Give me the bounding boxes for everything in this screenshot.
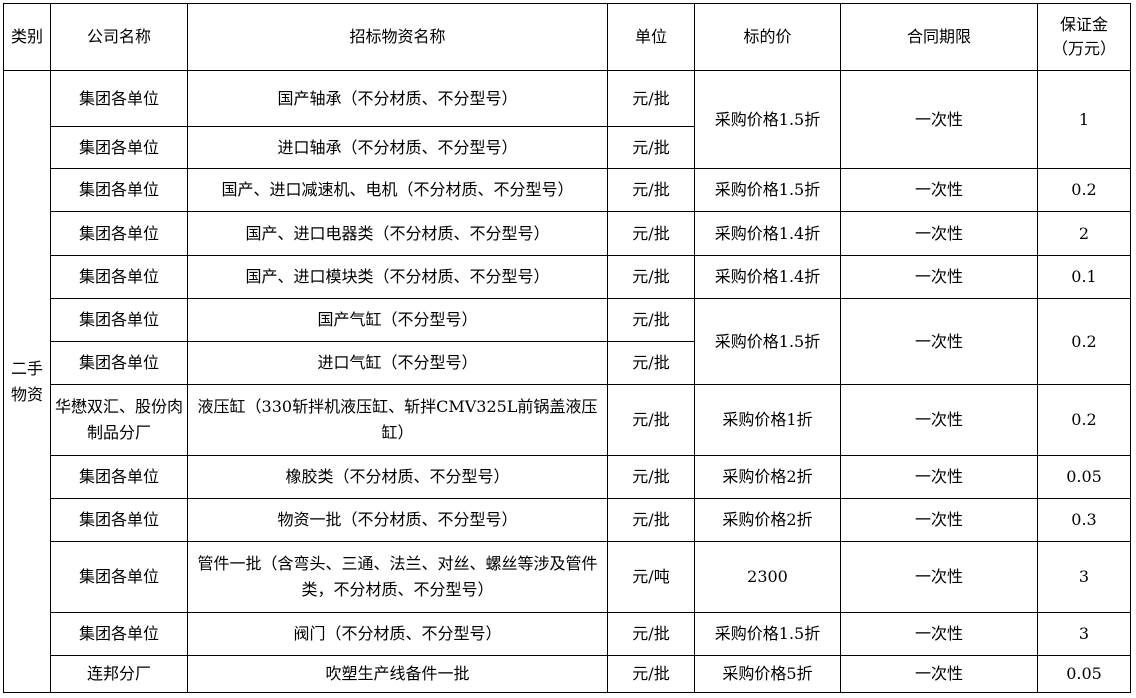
header-company: 公司名称	[50, 3, 188, 71]
header-unit: 单位	[607, 3, 695, 71]
unit-cell: 元/批	[607, 211, 695, 256]
company-cell: 华懋双汇、股份肉制品分厂	[50, 384, 188, 456]
deposit-cell: 0.1	[1037, 255, 1131, 299]
table-row: 华懋双汇、股份肉制品分厂 液压缸（330斩拌机液压缸、斩拌CMV325L前锅盖液压…	[4, 384, 1131, 456]
company-cell: 连邦分厂	[50, 655, 188, 693]
header-item: 招标物资名称	[187, 3, 608, 71]
unit-cell: 元/批	[607, 655, 695, 693]
deposit-cell: 0.2	[1037, 384, 1131, 456]
company-cell: 集团各单位	[50, 455, 188, 499]
price-cell: 采购价格1.5折	[694, 70, 841, 169]
item-cell: 液压缸（330斩拌机液压缸、斩拌CMV325L前锅盖液压缸）	[187, 384, 608, 456]
unit-cell: 元/批	[607, 168, 695, 212]
deposit-cell: 0.2	[1037, 298, 1131, 385]
price-cell: 采购价格1折	[694, 384, 841, 456]
term-cell: 一次性	[840, 655, 1038, 693]
table-row: 集团各单位 进口轴承（不分材质、不分型号） 元/批	[4, 126, 1131, 169]
deposit-cell: 0.05	[1037, 455, 1131, 499]
table-row: 集团各单位 国产、进口模块类（不分材质、不分型号） 元/批 采购价格1.4折 一次性 0.…	[4, 255, 1131, 299]
item-cell: 阀门（不分材质、不分型号）	[187, 612, 608, 656]
term-cell: 一次性	[840, 211, 1038, 256]
bid-table: 类别 公司名称 招标物资名称 单位 标的价 合同期限 保证金（万元） 二手物资集…	[3, 3, 1131, 693]
price-cell: 采购价格1.4折	[694, 211, 841, 256]
unit-cell: 元/批	[607, 298, 695, 342]
item-cell: 进口轴承（不分材质、不分型号）	[187, 126, 608, 169]
term-cell: 一次性	[840, 612, 1038, 656]
company-cell: 集团各单位	[50, 70, 188, 127]
header-row: 类别 公司名称 招标物资名称 单位 标的价 合同期限 保证金（万元）	[3, 3, 1131, 71]
item-cell: 进口气缸（不分型号）	[187, 341, 608, 385]
table-row: 集团各单位 物资一批（不分材质、不分型号） 元/批 采购价格2折 一次性 0.3	[4, 498, 1131, 542]
price-cell: 采购价格1.5折	[694, 168, 841, 212]
price-cell: 采购价格1.5折	[694, 298, 841, 385]
header-price: 标的价	[694, 3, 841, 71]
table-row: 集团各单位 国产气缸（不分型号） 元/批 采购价格1.5折 一次性 0.2	[4, 298, 1131, 385]
item-cell: 国产、进口减速机、电机（不分材质、不分型号）	[187, 168, 608, 212]
unit-cell: 元/吨	[607, 541, 695, 613]
price-cell: 采购价格5折	[694, 655, 841, 693]
company-cell: 集团各单位	[50, 168, 188, 212]
item-cell: 国产、进口模块类（不分材质、不分型号）	[187, 255, 608, 299]
table-row: 集团各单位 进口气缸（不分型号） 元/批	[4, 341, 1131, 385]
header-category: 类别	[3, 3, 51, 71]
company-cell: 集团各单位	[50, 498, 188, 542]
deposit-cell: 1	[1037, 70, 1131, 169]
price-cell: 采购价格1.5折	[694, 612, 841, 656]
company-cell: 集团各单位	[50, 255, 188, 299]
item-cell: 国产气缸（不分型号）	[187, 298, 608, 342]
deposit-cell: 0.3	[1037, 498, 1131, 542]
header-term: 合同期限	[840, 3, 1038, 71]
price-cell: 采购价格2折	[694, 455, 841, 499]
unit-cell: 元/批	[607, 455, 695, 499]
item-cell: 橡胶类（不分材质、不分型号）	[187, 455, 608, 499]
category-cell: 二手物资	[3, 70, 51, 693]
deposit-cell: 2	[1037, 211, 1131, 256]
item-cell: 物资一批（不分材质、不分型号）	[187, 498, 608, 542]
item-cell: 国产轴承（不分材质、不分型号）	[187, 70, 608, 127]
unit-cell: 元/批	[607, 498, 695, 542]
term-cell: 一次性	[840, 298, 1038, 385]
deposit-cell: 0.2	[1037, 168, 1131, 212]
company-cell: 集团各单位	[50, 541, 188, 613]
unit-cell: 元/批	[607, 341, 695, 385]
term-cell: 一次性	[840, 168, 1038, 212]
term-cell: 一次性	[840, 541, 1038, 613]
table-row: 连邦分厂 吹塑生产线备件一批 元/批 采购价格5折 一次性 0.05	[4, 655, 1131, 693]
table-row: 二手物资 集团各单位 国产轴承（不分材质、不分型号） 元/批 采购价格1.5折 一次性 1	[3, 70, 1131, 693]
unit-cell: 元/批	[607, 70, 695, 127]
term-cell: 一次性	[840, 455, 1038, 499]
table-row: 集团各单位 橡胶类（不分材质、不分型号） 元/批 采购价格2折 一次性 0.05	[4, 455, 1131, 499]
price-cell: 采购价格1.4折	[694, 255, 841, 299]
unit-cell: 元/批	[607, 384, 695, 456]
item-cell: 国产、进口电器类（不分材质、不分型号）	[187, 211, 608, 256]
company-cell: 集团各单位	[50, 298, 188, 342]
unit-cell: 元/批	[607, 126, 695, 169]
unit-cell: 元/批	[607, 612, 695, 656]
term-cell: 一次性	[840, 384, 1038, 456]
company-cell: 集团各单位	[50, 126, 188, 169]
deposit-cell: 3	[1037, 541, 1131, 613]
price-cell: 采购价格2折	[694, 498, 841, 542]
table-row: 集团各单位 阀门（不分材质、不分型号） 元/批 采购价格1.5折 一次性 3	[4, 612, 1131, 656]
item-cell: 吹塑生产线备件一批	[187, 655, 608, 693]
item-cell: 管件一批（含弯头、三通、法兰、对丝、螺丝等涉及管件类，不分材质、不分型号）	[187, 541, 608, 613]
table-row: 集团各单位 国产、进口电器类（不分材质、不分型号） 元/批 采购价格1.4折 一次性 2	[4, 211, 1131, 256]
table-row: 集团各单位 管件一批（含弯头、三通、法兰、对丝、螺丝等涉及管件类，不分材质、不分型…	[4, 541, 1131, 613]
company-cell: 集团各单位	[50, 211, 188, 256]
company-cell: 集团各单位	[50, 612, 188, 656]
table-row: 集团各单位 国产、进口减速机、电机（不分材质、不分型号） 元/批 采购价格1.5折 一次…	[4, 168, 1131, 212]
deposit-cell: 0.05	[1037, 655, 1131, 693]
term-cell: 一次性	[840, 255, 1038, 299]
price-cell: 2300	[694, 541, 841, 613]
unit-cell: 元/批	[607, 255, 695, 299]
header-deposit: 保证金（万元）	[1037, 3, 1131, 71]
term-cell: 一次性	[840, 70, 1038, 169]
company-cell: 集团各单位	[50, 341, 188, 385]
term-cell: 一次性	[840, 498, 1038, 542]
deposit-cell: 3	[1037, 612, 1131, 656]
